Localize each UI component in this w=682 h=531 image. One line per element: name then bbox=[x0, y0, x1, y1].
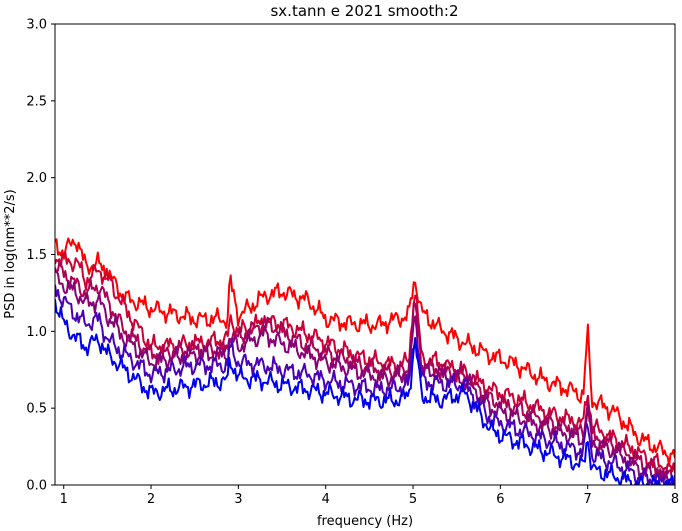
x-tick-label: 3 bbox=[234, 492, 242, 507]
series-line-5 bbox=[55, 284, 675, 485]
x-tick-label: 6 bbox=[496, 492, 504, 507]
y-tick-label: 1.0 bbox=[26, 325, 47, 340]
series-line-2 bbox=[55, 251, 675, 477]
series-line-1 bbox=[55, 237, 675, 467]
y-tick-label: 0.0 bbox=[26, 479, 47, 494]
y-tick-label: 2.5 bbox=[26, 94, 47, 109]
series-line-6 bbox=[55, 299, 674, 485]
x-tick-label: 5 bbox=[409, 492, 417, 507]
y-tick-label: 0.5 bbox=[26, 402, 47, 417]
x-tick-label: 2 bbox=[147, 492, 155, 507]
x-tick-label: 7 bbox=[584, 492, 592, 507]
y-axis-label: PSD in log(nm**2/s) bbox=[3, 189, 18, 319]
x-tick-label: 8 bbox=[671, 492, 679, 507]
x-axis-ticks: 1 2 3 4 5 6 7 8 bbox=[60, 485, 679, 507]
x-axis-label: frequency (Hz) bbox=[317, 514, 413, 529]
x-tick-label: 4 bbox=[322, 492, 330, 507]
chart-title: sx.tann e 2021 smooth:2 bbox=[270, 2, 458, 20]
y-tick-label: 2.0 bbox=[26, 171, 47, 186]
y-axis-ticks: 0.0 0.5 1.0 1.5 2.0 2.5 3.0 bbox=[26, 18, 55, 494]
series-line-4 bbox=[55, 270, 675, 485]
series-layer bbox=[55, 237, 675, 485]
plot-frame bbox=[54, 23, 676, 486]
y-tick-label: 3.0 bbox=[26, 18, 47, 33]
y-tick-label: 1.5 bbox=[26, 248, 47, 263]
series-line-3 bbox=[55, 260, 675, 485]
x-tick-label: 1 bbox=[60, 492, 68, 507]
